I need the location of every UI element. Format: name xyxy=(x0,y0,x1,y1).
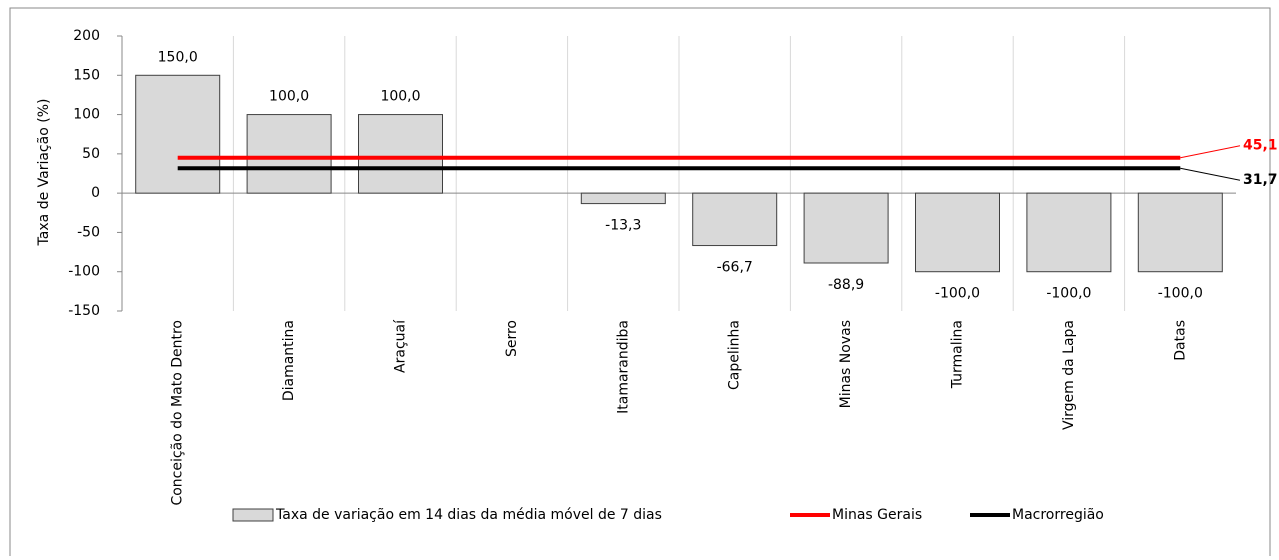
value-label: 100,0 xyxy=(269,89,309,105)
legend-label: Taxa de variação em 14 dias da média móv… xyxy=(275,507,662,523)
legend-label: Minas Gerais xyxy=(832,507,922,523)
bar xyxy=(1137,192,1223,273)
bar xyxy=(915,192,1000,273)
x-tick-label: Virgem da Lapa xyxy=(1061,320,1077,430)
y-tick-label: 50 xyxy=(82,146,100,162)
value-label: -100,0 xyxy=(935,286,980,302)
y-tick-label: 0 xyxy=(91,185,100,201)
x-tick-label: Datas xyxy=(1172,320,1188,361)
legend-swatch xyxy=(232,508,274,522)
value-label: -88,9 xyxy=(828,277,864,293)
y-tick-label: -50 xyxy=(77,224,100,240)
x-tick-label: Turmalina xyxy=(950,320,966,389)
y-axis-label: Taxa de Variação (%) xyxy=(36,99,52,247)
legend-label: Macrorregião xyxy=(1012,507,1104,523)
x-tick-label: Serro xyxy=(504,320,520,357)
value-label: -100,0 xyxy=(1046,286,1091,302)
bar xyxy=(135,74,221,194)
bar xyxy=(803,192,889,264)
reference-label: 31,7 xyxy=(1243,172,1278,188)
reference-label: 45,1 xyxy=(1243,138,1278,154)
x-tick-label: Conceição do Mato Dentro xyxy=(170,320,186,506)
value-label: -100,0 xyxy=(1158,286,1203,302)
bar xyxy=(246,114,332,194)
bar xyxy=(1026,192,1112,273)
bar xyxy=(580,192,666,205)
bar xyxy=(358,114,443,194)
x-tick-label: Araçuaí xyxy=(393,319,409,373)
y-tick-label: 200 xyxy=(73,28,100,44)
bar xyxy=(692,192,778,247)
value-label: 100,0 xyxy=(380,89,420,105)
x-tick-label: Itamarandiba xyxy=(615,320,631,414)
x-tick-label: Diamantina xyxy=(281,320,297,401)
leader-line xyxy=(1180,167,1241,181)
y-tick-label: -150 xyxy=(68,303,100,319)
y-tick-label: 100 xyxy=(73,107,100,123)
x-tick-label: Capelinha xyxy=(727,320,743,390)
leader-line xyxy=(1180,145,1241,159)
y-tick-label: -100 xyxy=(68,264,100,280)
y-tick-label: 150 xyxy=(73,67,100,83)
value-label: -66,7 xyxy=(717,260,753,276)
x-tick-label: Minas Novas xyxy=(838,320,854,408)
value-label: -13,3 xyxy=(605,218,641,234)
value-label: 150,0 xyxy=(158,49,198,65)
